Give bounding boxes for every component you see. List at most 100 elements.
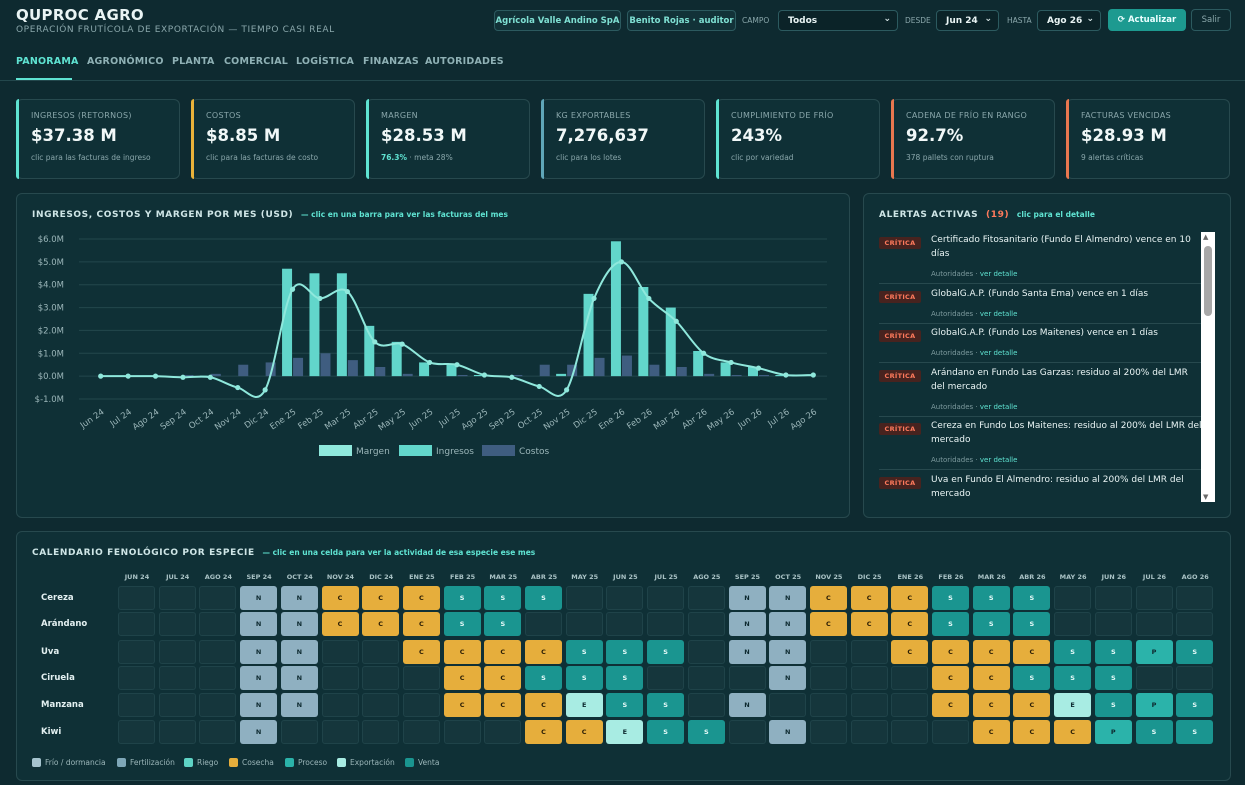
calendar-cell[interactable]: N [728, 693, 766, 717]
calendar-cell[interactable] [565, 612, 603, 636]
calendar-cell[interactable]: C [484, 693, 522, 717]
bar-ingresos[interactable] [446, 364, 457, 377]
calendar-cell[interactable] [158, 640, 196, 664]
calendar-cell[interactable]: E [565, 693, 603, 717]
alert-detail-link[interactable]: ver detalle [979, 456, 1018, 464]
bar-costos[interactable] [512, 375, 523, 377]
bar-ingresos[interactable] [473, 375, 484, 377]
calendar-cell[interactable]: N [728, 640, 766, 664]
calendar-cell[interactable] [402, 720, 440, 744]
calendar-cell[interactable]: C [1013, 693, 1051, 717]
calendar-cell[interactable]: C [402, 640, 440, 664]
calendar-cell[interactable]: N [769, 666, 807, 690]
calendar-cell[interactable]: S [565, 640, 603, 664]
calendar-cell[interactable] [891, 693, 929, 717]
kpi-card[interactable]: MARGEN $28.53 M 76.3% · meta 28% [366, 99, 530, 179]
alerts-scrollbar[interactable]: ▲ ▼ [1201, 232, 1215, 502]
kpi-card[interactable]: FACTURAS VENCIDAS $28.93 M 9 alertas críti… [1066, 99, 1230, 179]
bar-costos[interactable] [265, 362, 276, 377]
calendar-cell[interactable]: N [240, 612, 278, 636]
calendar-cell[interactable]: C [362, 586, 400, 610]
alert-detail-link[interactable]: ver detalle [979, 270, 1018, 278]
calendar-cell[interactable]: N [240, 693, 278, 717]
calendar-cell[interactable]: S [972, 612, 1010, 636]
calendar-cell[interactable]: C [1054, 720, 1092, 744]
calendar-cell[interactable] [809, 640, 847, 664]
calendar-cell[interactable]: C [443, 666, 481, 690]
bar-ingresos[interactable] [309, 273, 320, 377]
calendar-cell[interactable] [525, 612, 562, 636]
calendar-cell[interactable]: S [1094, 666, 1132, 690]
calendar-cell[interactable] [850, 693, 888, 717]
calendar-cell[interactable] [199, 586, 237, 610]
calendar-cell[interactable] [402, 693, 440, 717]
calendar-cell[interactable] [118, 640, 155, 664]
bar-ingresos[interactable] [693, 351, 704, 377]
alert-detail-link[interactable]: ver detalle [979, 310, 1018, 318]
scroll-down-icon[interactable]: ▼ [1203, 493, 1209, 501]
bar-costos[interactable] [320, 353, 331, 377]
calendar-cell[interactable] [647, 612, 685, 636]
calendar-cell[interactable]: C [321, 612, 359, 636]
campo-select[interactable]: Todos ⌄ [778, 10, 898, 31]
calendar-cell[interactable] [280, 720, 318, 744]
calendar-cell[interactable]: S [525, 666, 562, 690]
calendar-cell[interactable] [158, 612, 196, 636]
bar-ingresos[interactable] [556, 373, 567, 377]
calendar-cell[interactable]: N [769, 720, 807, 744]
calendar-cell[interactable]: S [565, 666, 603, 690]
calendar-cell[interactable]: C [565, 720, 603, 744]
calendar-cell[interactable]: N [240, 666, 278, 690]
calendar-cell[interactable]: C [1013, 720, 1051, 744]
bar-costos[interactable] [457, 375, 468, 377]
margin-point[interactable] [591, 295, 597, 302]
kpi-card[interactable]: COSTOS $8.85 M clic para las facturas de c… [191, 99, 355, 179]
calendar-cell[interactable] [321, 640, 359, 664]
tab-agronomico[interactable]: AGRONÓMICO [87, 56, 164, 67]
tab-comercial[interactable]: COMERCIAL [224, 56, 289, 67]
kpi-card[interactable]: INGRESOS (RETORNOS) $37.38 M clic para las… [16, 99, 180, 179]
margin-point[interactable] [372, 339, 378, 345]
desde-select[interactable]: Jun 24 ⌄ [936, 10, 999, 31]
calendar-cell[interactable] [321, 693, 359, 717]
scroll-up-icon[interactable]: ▲ [1203, 233, 1209, 241]
calendar-cell[interactable]: N [280, 666, 318, 690]
calendar-cell[interactable] [687, 666, 725, 690]
margin-point[interactable] [701, 350, 707, 356]
calendar-cell[interactable]: S [1176, 693, 1214, 717]
calendar-cell[interactable]: S [1013, 612, 1051, 636]
calendar-cell[interactable] [809, 720, 847, 744]
bar-costos[interactable] [210, 373, 221, 377]
hasta-select[interactable]: Ago 26 ⌄ [1037, 10, 1101, 31]
calendar-cell[interactable]: N [240, 640, 278, 664]
bar-ingresos[interactable] [583, 293, 594, 377]
kpi-card[interactable]: CADENA DE FRÍO EN RANGO 92.7% 378 pallets … [891, 99, 1055, 179]
bar-costos[interactable] [539, 364, 550, 377]
bar-ingresos[interactable] [336, 273, 347, 377]
margin-point[interactable] [289, 286, 296, 292]
calendar-cell[interactable]: S [484, 612, 522, 636]
calendar-cell[interactable]: C [891, 640, 929, 664]
calendar-cell[interactable]: S [443, 586, 481, 610]
calendar-cell[interactable]: N [280, 640, 318, 664]
calendar-cell[interactable]: N [280, 586, 318, 610]
calendar-cell[interactable]: C [402, 612, 440, 636]
bar-ingresos[interactable] [665, 307, 676, 377]
margin-point[interactable] [235, 384, 241, 391]
bar-costos[interactable] [594, 357, 605, 377]
calendar-cell[interactable] [1054, 586, 1092, 610]
alert-item[interactable]: CRÍTICA Uva en Fundo El Almendro: residuo… [879, 474, 1202, 504]
calendar-cell[interactable]: N [728, 612, 766, 636]
calendar-cell[interactable] [606, 612, 644, 636]
revenue-chart[interactable]: $6.0M $5.0M $4.0M $3.0M $2.0M $1.0M $0.0M $-1.0… [17, 194, 851, 519]
margin-point[interactable] [728, 359, 734, 366]
calendar-cell[interactable]: C [362, 612, 400, 636]
tab-autoridades[interactable]: AUTORIDADES [425, 56, 504, 67]
calendar-cell[interactable] [118, 720, 155, 744]
calendar-cell[interactable] [484, 720, 522, 744]
calendar-cell[interactable]: S [972, 586, 1010, 610]
calendar-cell[interactable]: C [484, 640, 522, 664]
calendar-cell[interactable] [118, 586, 155, 610]
calendar-cell[interactable]: N [280, 693, 318, 717]
logout-button[interactable]: Salir [1191, 9, 1231, 31]
